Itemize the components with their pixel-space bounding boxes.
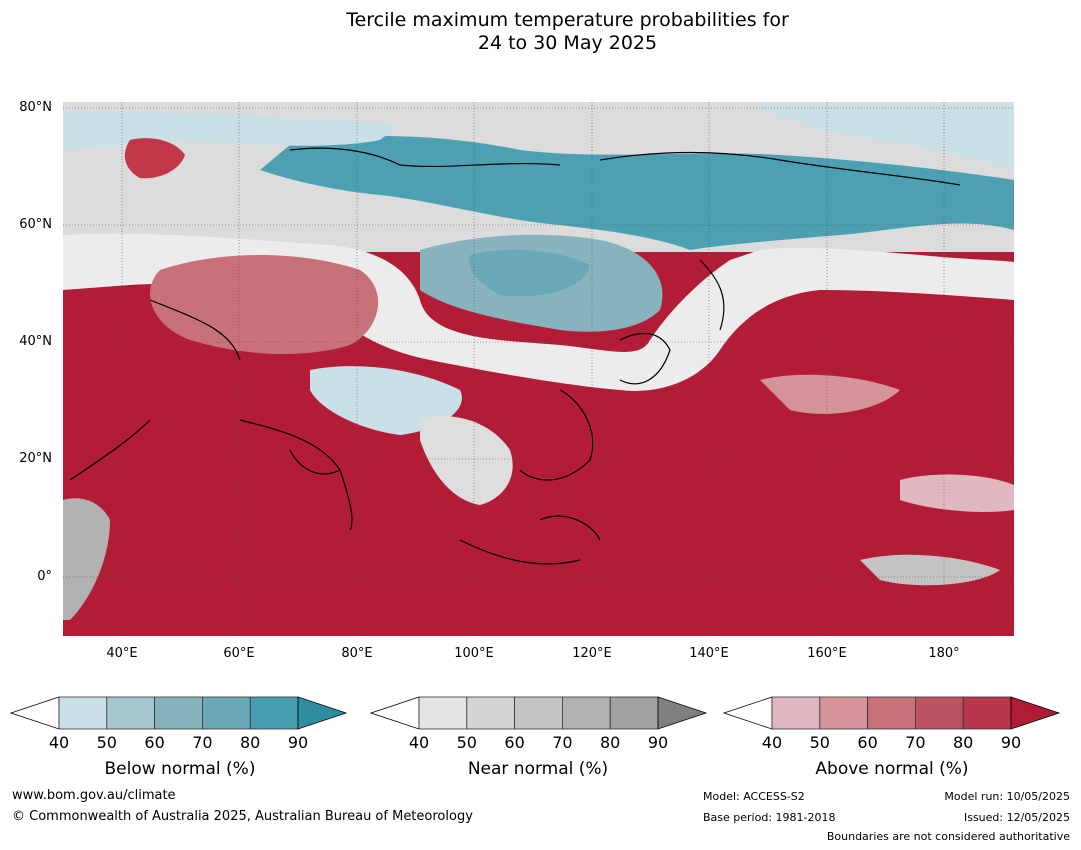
above-normal-label: Above normal (%) — [815, 759, 969, 779]
lat-label-0: 0° — [37, 569, 52, 584]
base-period: Base period: 1981-2018 — [703, 811, 836, 824]
lon-label-160e: 160°E — [807, 646, 847, 661]
lon-label-60e: 60°E — [223, 646, 255, 661]
colorbar-segment — [154, 696, 203, 730]
graticule — [63, 102, 1014, 636]
colorbar-segment — [722, 696, 773, 730]
lat-label-40n: 40°N — [19, 334, 52, 349]
below-normal-colorbar — [9, 696, 348, 730]
se-asia-near-normal — [420, 416, 513, 505]
colorbar-tick: 50 — [809, 733, 830, 752]
colorbar-tick: 60 — [144, 733, 165, 752]
model-run: Model run: 10/05/2025 — [944, 790, 1070, 803]
colorbar-tick: 90 — [647, 733, 669, 752]
colorbar-segment — [819, 696, 868, 730]
colorbar-tick: 40 — [408, 733, 430, 752]
lat-label-20n: 20°N — [19, 451, 52, 466]
colorbar-segment — [369, 696, 420, 730]
colorbar-segment — [9, 696, 60, 730]
lon-label-120e: 120°E — [572, 646, 612, 661]
map-title: Tercile maximum temperature probabilitie… — [0, 9, 1081, 55]
near-normal-colorbar — [369, 696, 708, 730]
colorbar-tick: 50 — [456, 733, 477, 752]
colorbar-tick: 80 — [600, 733, 621, 752]
title-line-2: 24 to 30 May 2025 — [477, 32, 658, 54]
lon-label-100e: 100°E — [454, 646, 494, 661]
scandinavia-above — [124, 138, 185, 179]
east-africa-near — [63, 498, 110, 620]
north-pacific-light — [750, 105, 1014, 170]
colorbar-segment — [249, 696, 299, 730]
title-line-1: Tercile maximum temperature probabilitie… — [346, 9, 789, 31]
colorbar-tick: 80 — [240, 733, 261, 752]
colorbar-tick: 80 — [953, 733, 974, 752]
pacific-patch-3 — [900, 474, 1014, 512]
colorbar-segment — [58, 696, 108, 730]
colorbar-segment — [466, 696, 515, 730]
pacific-patch-1 — [760, 374, 900, 414]
siberia-below-normal — [260, 135, 1014, 250]
colorbar-segment — [514, 696, 563, 730]
colorbar-segment — [418, 696, 468, 730]
central-asia-above — [150, 255, 379, 355]
website-link[interactable]: www.bom.gov.au/climate — [12, 788, 176, 803]
below-normal-label: Below normal (%) — [104, 759, 256, 779]
lat-label-60n: 60°N — [19, 217, 52, 232]
pacific-patch-2 — [860, 554, 1000, 586]
colorbar-tick: 70 — [552, 733, 573, 752]
above-normal-colorbar — [722, 696, 1061, 730]
colorbar-segment — [867, 696, 916, 730]
model-name: Model: ACCESS-S2 — [703, 790, 805, 803]
colorbar-tick: 70 — [905, 733, 926, 752]
colorbar-tick: 40 — [48, 733, 70, 752]
colorbar-segment — [962, 696, 1012, 730]
colorbar-segment — [1010, 696, 1061, 730]
tibet-near-normal — [310, 366, 462, 435]
colorbar-segment — [915, 696, 964, 730]
colorbar-segment — [562, 696, 611, 730]
lon-label-140e: 140°E — [689, 646, 729, 661]
colorbar-segment — [106, 696, 156, 730]
colorbar-tick: 60 — [504, 733, 525, 752]
lon-label-40e: 40°E — [106, 646, 138, 661]
lat-label-80n: 80°N — [19, 100, 52, 115]
colorbar-segment — [297, 696, 348, 730]
issued-date: Issued: 12/05/2025 — [963, 811, 1070, 824]
coastlines — [69, 147, 961, 565]
colorbar-segment — [609, 696, 659, 730]
colorbar-tick: 90 — [287, 733, 309, 752]
colorbar-tick: 40 — [761, 733, 783, 752]
colorbar-tick: 90 — [1000, 733, 1022, 752]
mongolia-core — [469, 249, 590, 297]
colorbar-segment — [201, 696, 251, 730]
colorbar-segment — [657, 696, 708, 730]
colorbar-segment — [771, 696, 821, 730]
colorbars — [9, 696, 1061, 730]
boundary-disclaimer: Boundaries are not considered authoritat… — [826, 830, 1070, 843]
lon-label-80e: 80°E — [341, 646, 373, 661]
colorbar-tick: 70 — [192, 733, 213, 752]
near-normal-label: Near normal (%) — [467, 759, 609, 779]
lon-label-180: 180° — [928, 646, 960, 661]
copyright-text: © Commonwealth of Australia 2025, Austra… — [12, 809, 473, 824]
colorbar-tick: 60 — [857, 733, 878, 752]
colorbar-tick: 50 — [96, 733, 117, 752]
